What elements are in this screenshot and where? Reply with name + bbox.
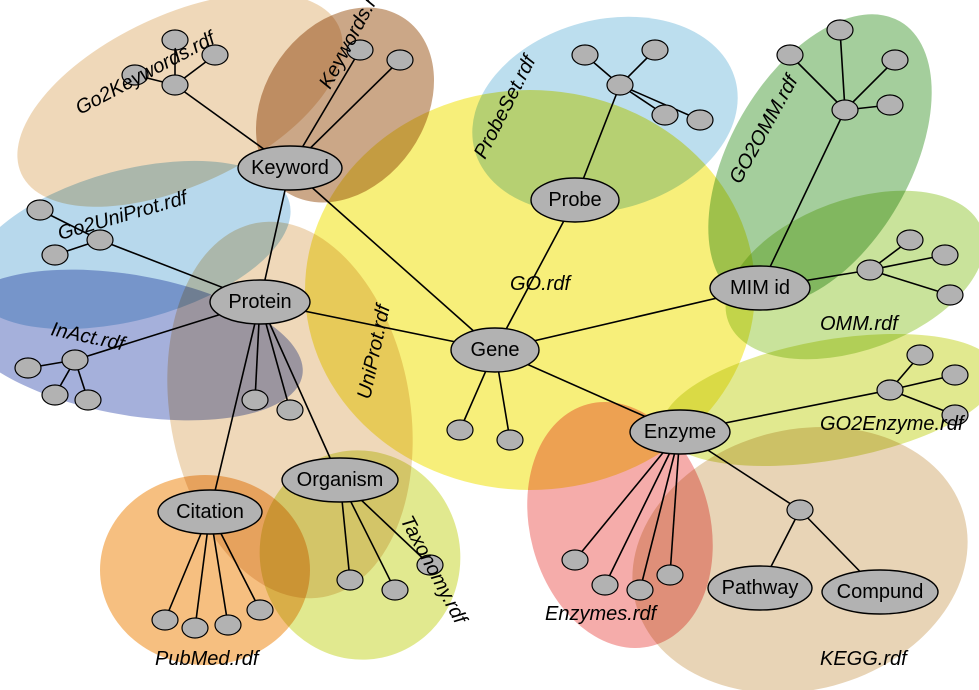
blob-label-pubmed: PubMed.rdf bbox=[155, 648, 261, 670]
rdf-linkage-diagram: Keyword Protein Gene Probe MIM id Enzyme Citat… bbox=[0, 0, 979, 690]
small-node bbox=[857, 260, 883, 280]
small-node bbox=[42, 245, 68, 265]
small-node bbox=[572, 45, 598, 65]
node-label-protein: Protein bbox=[228, 291, 291, 313]
small-node bbox=[687, 110, 713, 130]
small-node bbox=[657, 565, 683, 585]
small-node bbox=[42, 385, 68, 405]
small-node bbox=[387, 50, 413, 70]
node-label-pathway: Pathway bbox=[722, 577, 799, 599]
small-node bbox=[832, 100, 858, 120]
small-node bbox=[877, 380, 903, 400]
small-node bbox=[877, 95, 903, 115]
small-node bbox=[607, 75, 633, 95]
small-node bbox=[182, 618, 208, 638]
small-node bbox=[162, 75, 188, 95]
small-node bbox=[27, 200, 53, 220]
node-label-keyword: Keyword bbox=[251, 157, 329, 179]
small-node bbox=[562, 550, 588, 570]
small-node bbox=[907, 345, 933, 365]
blob-label-enzymes: Enzymes.rdf bbox=[545, 603, 659, 625]
small-node bbox=[897, 230, 923, 250]
small-node bbox=[215, 615, 241, 635]
node-label-gene: Gene bbox=[471, 339, 520, 361]
small-node bbox=[932, 245, 958, 265]
small-node bbox=[942, 365, 968, 385]
node-label-compund: Compund bbox=[837, 581, 924, 603]
small-node bbox=[447, 420, 473, 440]
small-node bbox=[882, 50, 908, 70]
node-label-mimid: MIM id bbox=[730, 277, 790, 299]
small-node bbox=[642, 40, 668, 60]
small-node bbox=[277, 400, 303, 420]
small-node bbox=[497, 430, 523, 450]
small-node bbox=[15, 358, 41, 378]
blob-label-kegg: KEGG.rdf bbox=[820, 648, 909, 670]
small-node bbox=[62, 350, 88, 370]
small-node bbox=[382, 580, 408, 600]
small-node bbox=[152, 610, 178, 630]
node-label-citation: Citation bbox=[176, 501, 244, 523]
small-node bbox=[242, 390, 268, 410]
small-node bbox=[247, 600, 273, 620]
small-node bbox=[337, 570, 363, 590]
blob-label-go2enzyme: GO2Enzyme.rdf bbox=[820, 413, 966, 435]
small-node bbox=[652, 105, 678, 125]
blob-label-omm: OMM.rdf bbox=[820, 313, 900, 335]
node-label-enzyme: Enzyme bbox=[644, 421, 716, 443]
small-node bbox=[75, 390, 101, 410]
small-node bbox=[937, 285, 963, 305]
small-node bbox=[827, 20, 853, 40]
small-node bbox=[592, 575, 618, 595]
node-label-organism: Organism bbox=[297, 469, 384, 491]
small-node bbox=[627, 580, 653, 600]
small-node bbox=[787, 500, 813, 520]
blob-label-go: GO.rdf bbox=[510, 273, 572, 295]
node-label-probe: Probe bbox=[548, 189, 601, 211]
small-node bbox=[777, 45, 803, 65]
